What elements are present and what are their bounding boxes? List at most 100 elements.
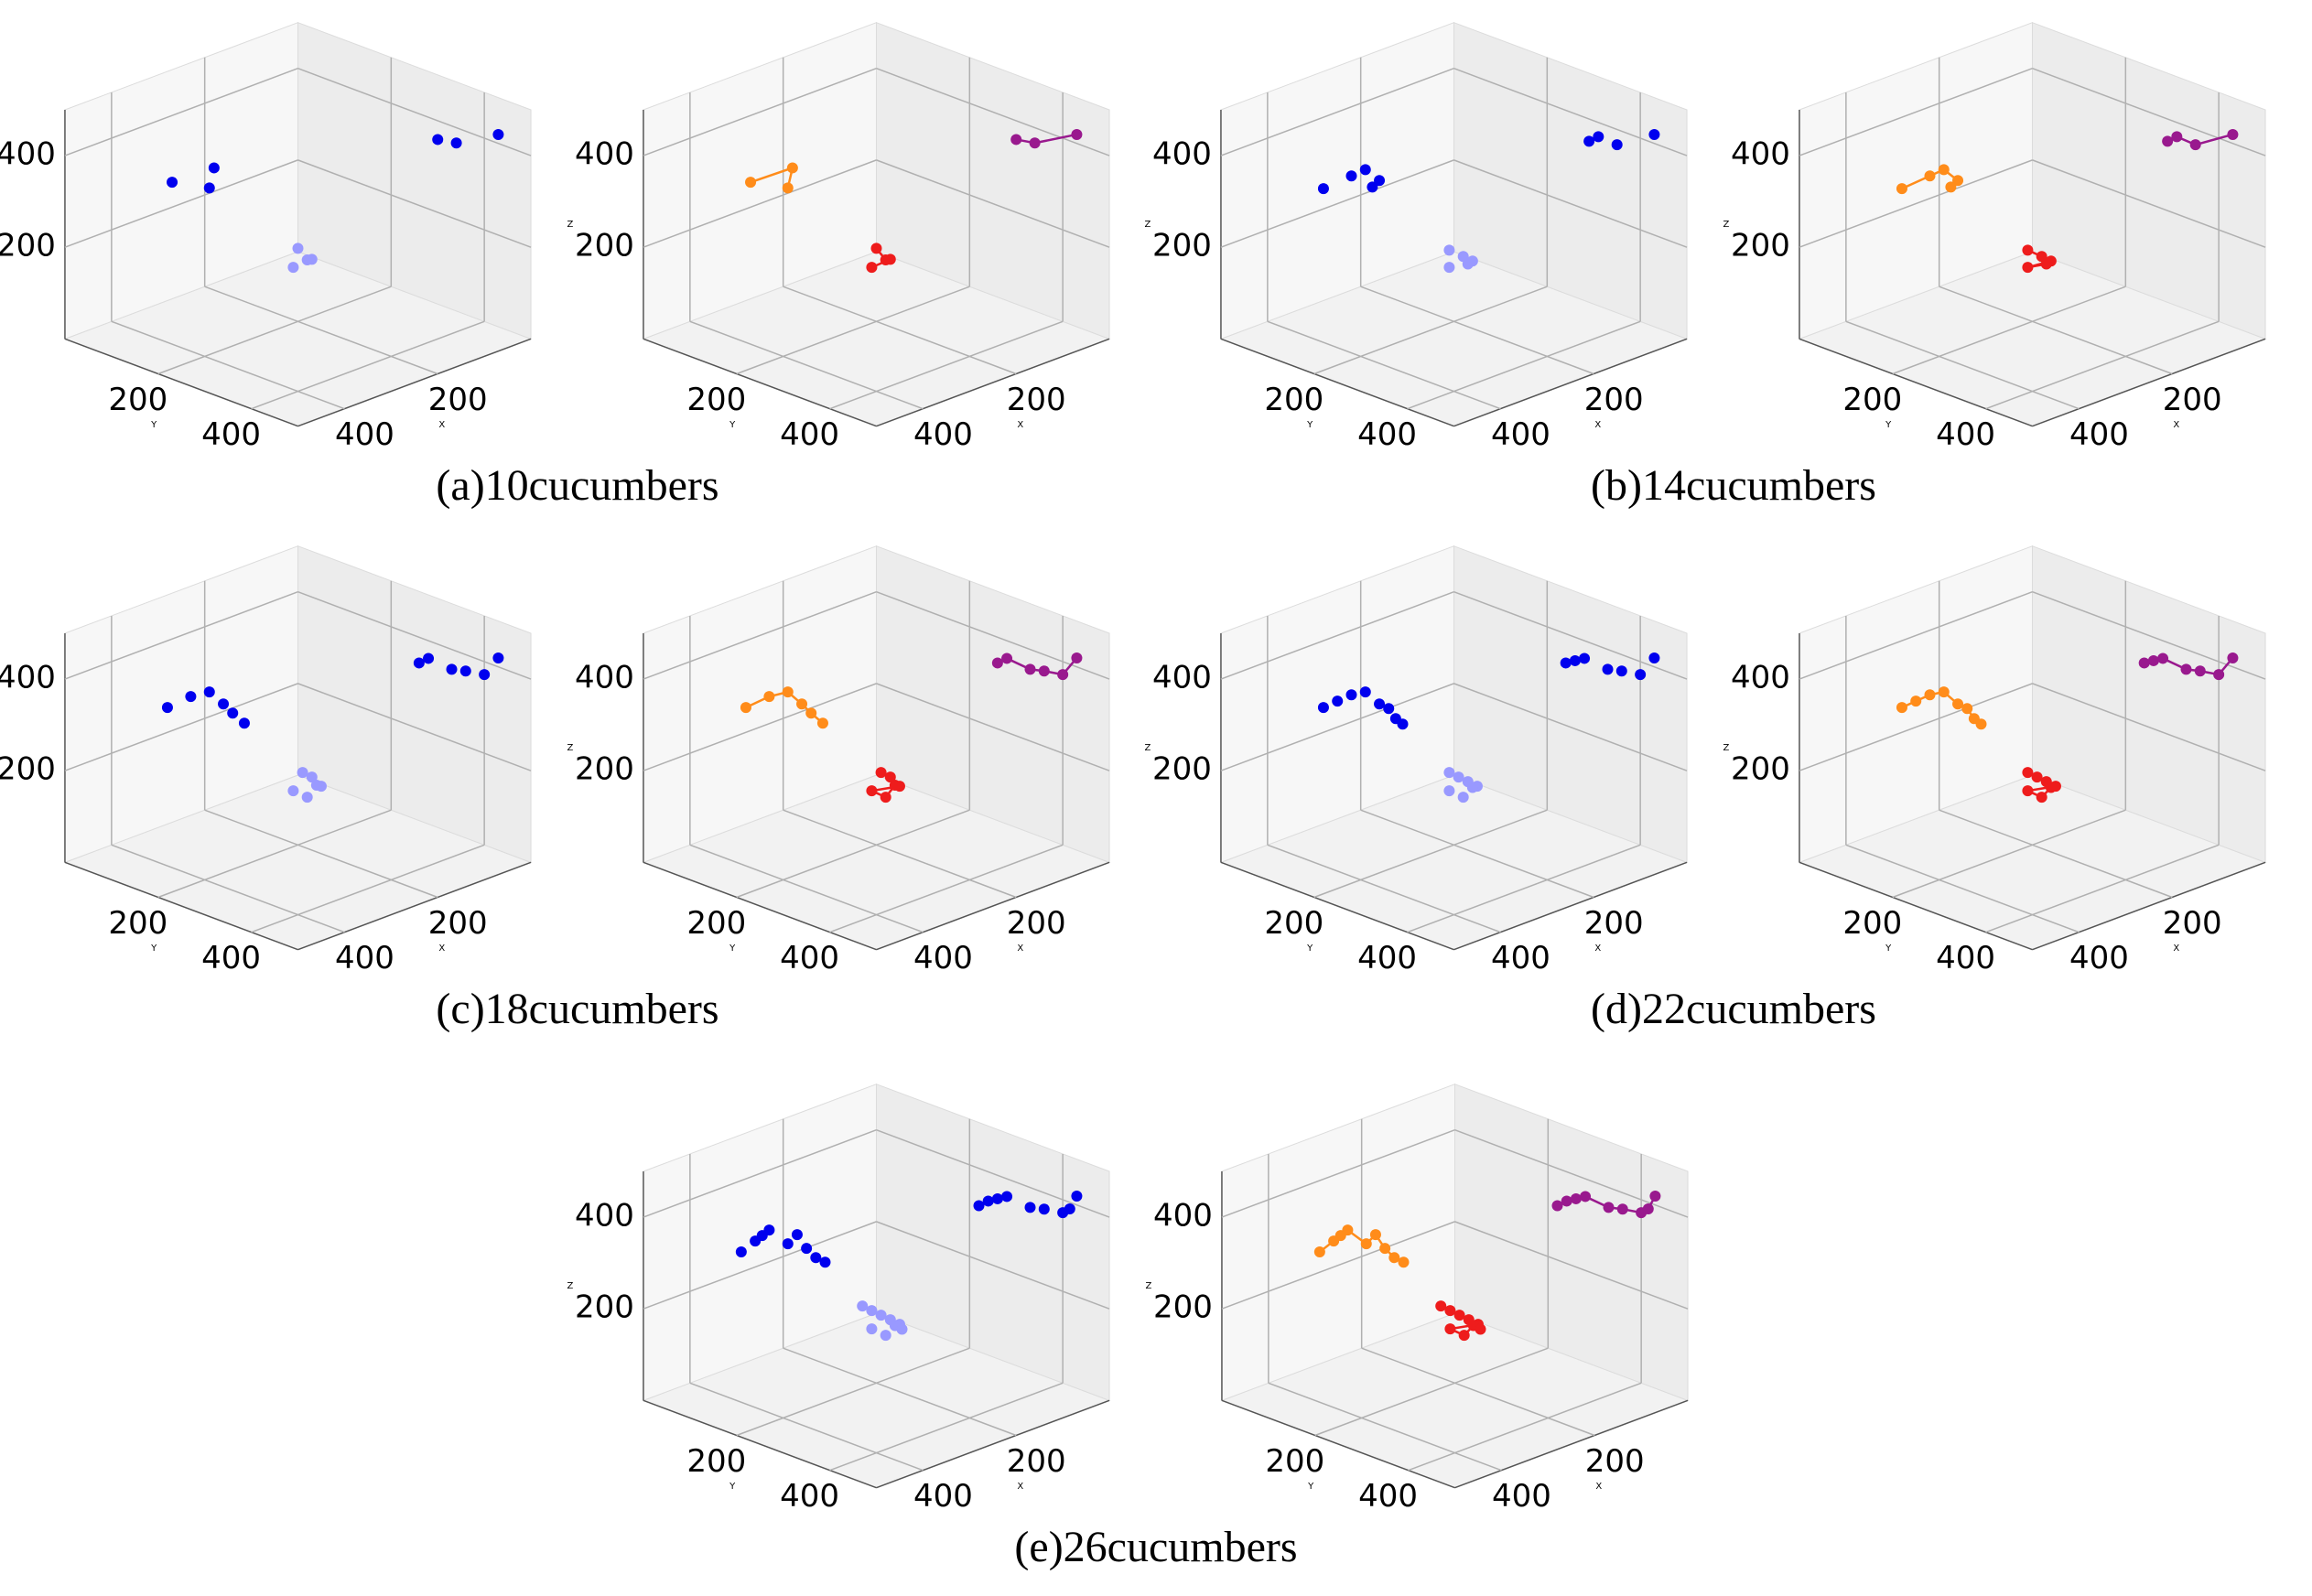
y-tick-label: 400 (780, 1478, 839, 1515)
grid-line (1221, 1221, 1455, 1310)
y-tick-label: 200 (686, 905, 746, 942)
y-tick-label: 400 (201, 940, 261, 976)
data-point (875, 767, 887, 779)
grid-line (64, 683, 298, 771)
axis-line (1220, 861, 1454, 951)
data-point (1615, 665, 1627, 677)
data-point (1345, 689, 1357, 701)
x-axis-label: X (1594, 944, 1601, 954)
grid-line (111, 320, 345, 410)
data-point (297, 767, 308, 779)
grid-line (876, 683, 1110, 771)
data-point (2162, 135, 2174, 147)
data-point (1453, 1310, 1465, 1321)
data-point (1458, 1330, 1470, 1342)
grid-line (2032, 68, 2266, 156)
data-point (1457, 792, 1469, 803)
grid-line (736, 1347, 970, 1437)
data-point (2194, 665, 2206, 677)
data-point (1443, 767, 1455, 779)
axis-line (297, 338, 532, 427)
data-point (1938, 686, 1950, 698)
z-tick-label: 400 (1731, 136, 1790, 173)
grid-line (157, 809, 392, 899)
data-point (1345, 170, 1357, 182)
x-axis-label: X (2173, 420, 2179, 430)
x-tick-label: 200 (1007, 905, 1066, 942)
y-axis-label: Y (1307, 1482, 1314, 1492)
z-tick-label: 400 (575, 136, 634, 173)
data-point (2138, 657, 2150, 669)
z-axis-label: Z (567, 1281, 574, 1291)
data-point (2180, 663, 2192, 675)
grid-line (1360, 809, 1594, 899)
data-point (786, 162, 798, 174)
x-axis-label: X (1017, 1482, 1023, 1492)
grid-line (1985, 320, 2220, 410)
axis-line (1454, 1399, 1689, 1489)
data-point (1611, 139, 1623, 151)
data-point (2022, 244, 2034, 256)
grid-line (783, 286, 1017, 375)
grid-line (1799, 683, 2033, 771)
caption: (d)22cucumbers (1591, 985, 1876, 1033)
data-point (1367, 181, 1378, 193)
grid-line (876, 68, 1110, 156)
data-point (1071, 1190, 1083, 1202)
data-point (492, 652, 504, 663)
data-point (2022, 767, 2034, 779)
data-point (1952, 175, 1964, 187)
grid-line (1220, 159, 1454, 248)
data-point (1001, 652, 1013, 664)
data-point (1010, 134, 1022, 146)
y-axis-label: Y (1885, 944, 1892, 954)
axis-line (1799, 338, 2033, 427)
x-tick-label: 400 (2069, 416, 2129, 453)
data-point (292, 243, 304, 254)
data-point (763, 1224, 775, 1236)
data-point (884, 771, 896, 783)
panel: 200 400 200 400 200 400 X Y Z (1145, 545, 1689, 976)
chart: (c)18cucumbers200400200400200400XYZ20040… (0, 545, 1111, 1033)
grid-line (1985, 844, 2220, 933)
x-tick-label: 200 (2163, 382, 2222, 418)
axis-line (643, 1399, 877, 1489)
axis-line (1221, 1399, 1455, 1489)
z-tick-label: 400 (1152, 660, 1212, 696)
grid-line (643, 68, 877, 156)
data-point (287, 785, 299, 797)
x-tick-label: 200 (428, 905, 488, 942)
z-tick-label: 200 (1152, 751, 1212, 788)
data-point (1388, 1252, 1400, 1264)
data-point (1024, 1202, 1036, 1213)
data-point (796, 698, 808, 710)
y-tick-label: 200 (1264, 382, 1323, 418)
y-tick-label: 200 (686, 382, 746, 418)
data-point (866, 262, 878, 274)
data-point (492, 128, 504, 140)
data-point (1453, 771, 1464, 783)
panel: 200 400 200 400 200 400 X Y Z (1723, 545, 2267, 976)
panel: 200 400 200 400 200 400 X Y Z (567, 21, 1111, 453)
panel: 200 400 200 400 200 400 X Y Z (1145, 21, 1689, 453)
x-axis-label: X (1595, 1482, 1602, 1492)
data-point (991, 657, 1003, 669)
data-point (1024, 663, 1036, 675)
grid-line (643, 1129, 877, 1218)
panel: 200 400 200 400 200 400 X Y Z (567, 545, 1111, 976)
grid-line (64, 591, 298, 680)
x-tick-label: 400 (1491, 940, 1550, 976)
data-point (740, 702, 751, 714)
data-point (208, 162, 220, 174)
data-point (1462, 258, 1474, 270)
grid-line (736, 809, 970, 899)
y-tick-label: 400 (780, 416, 839, 453)
data-point (203, 182, 215, 194)
data-point (735, 1246, 747, 1257)
grid-line (297, 159, 532, 248)
data-point (1383, 703, 1395, 715)
x-tick-label: 400 (1492, 1478, 1551, 1515)
data-point (1961, 703, 1973, 715)
grid-line (297, 68, 532, 156)
